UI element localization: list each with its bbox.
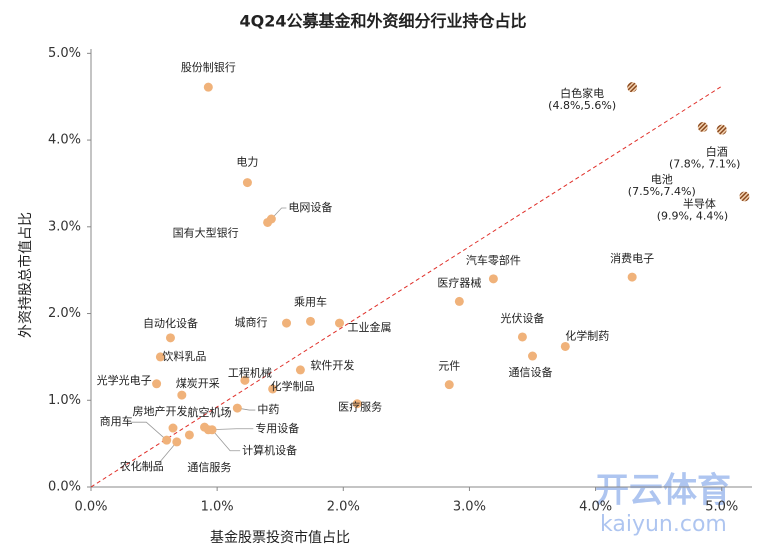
outlier-point xyxy=(627,82,638,93)
point xyxy=(444,380,454,390)
outlier-label: 白酒 xyxy=(706,145,728,159)
point xyxy=(162,435,172,445)
point xyxy=(528,351,538,361)
point xyxy=(152,379,162,389)
outlier-point xyxy=(716,124,727,135)
point-label: 城商行 xyxy=(235,315,268,329)
leader-line xyxy=(211,429,241,452)
point xyxy=(242,178,252,188)
point xyxy=(282,318,292,328)
point-label: 乘用车 xyxy=(294,294,327,308)
y-tick-label: 4.0% xyxy=(48,133,81,148)
point-label: 中药 xyxy=(257,403,279,416)
point xyxy=(184,430,194,440)
point-label: 电力 xyxy=(236,156,258,169)
point-label: 通信设备 xyxy=(509,365,553,379)
leader-line xyxy=(130,421,167,441)
point-label: 股份制银行 xyxy=(181,60,236,74)
point-label: 医疗服务 xyxy=(338,400,382,414)
point xyxy=(627,272,637,282)
point-label: 工业金属 xyxy=(348,320,392,334)
x-tick-label: 5.0% xyxy=(705,500,738,515)
y-tick-label: 0.0% xyxy=(48,480,81,495)
leader-line xyxy=(208,428,254,431)
point xyxy=(232,403,242,413)
x-tick-label: 0.0% xyxy=(74,500,107,515)
point-label: 光学光电子 xyxy=(97,373,152,387)
point-label: 化学制药 xyxy=(565,328,609,342)
point-label: 工程机械 xyxy=(228,365,272,379)
point-label: 电网设备 xyxy=(288,200,332,214)
point xyxy=(177,390,187,400)
x-tick-label: 1.0% xyxy=(201,500,234,515)
chart-title: 4Q24公募基金和外资细分行业持仓占比 xyxy=(239,12,526,31)
outlier-label: 电池 xyxy=(651,173,673,186)
outlier-point xyxy=(697,122,708,133)
point-label: 汽车零部件 xyxy=(466,253,521,267)
point xyxy=(207,425,217,435)
point-label: 元件 xyxy=(438,360,460,373)
point-label: 光伏设备 xyxy=(500,311,544,325)
y-tick-label: 5.0% xyxy=(48,46,81,61)
point-label: 消费电子 xyxy=(610,251,654,265)
point-label: 计算机设备 xyxy=(242,443,297,457)
point xyxy=(268,384,278,394)
point xyxy=(488,274,498,284)
point-label: 软件开发 xyxy=(310,358,354,372)
watermark: kaiyun.com xyxy=(600,512,727,537)
point-label: 通信服务 xyxy=(187,461,231,474)
y-tick-label: 1.0% xyxy=(48,393,81,408)
reference-line xyxy=(90,85,722,488)
outlier-annotation: (7.5%,7.4%) xyxy=(628,185,696,198)
point-label: 化学制品 xyxy=(271,379,315,393)
outlier-annotation: (4.8%,5.6%) xyxy=(548,99,616,112)
x-tick-label: 2.0% xyxy=(327,500,360,515)
outlier-label: 半导体 xyxy=(683,196,716,210)
point xyxy=(165,333,175,343)
point xyxy=(203,82,213,92)
point xyxy=(295,365,305,375)
point xyxy=(172,437,182,447)
point-label: 饮料乳品 xyxy=(162,349,206,363)
outlier-label: 白色家电 xyxy=(560,86,604,100)
point-label: 专用设备 xyxy=(255,421,299,435)
point xyxy=(263,217,273,227)
point-label: 自动化设备 xyxy=(143,316,198,330)
point xyxy=(335,318,345,328)
point xyxy=(560,341,570,351)
point xyxy=(155,352,165,362)
point xyxy=(168,423,178,433)
leader-line xyxy=(139,441,178,468)
point-label: 房地产开发 xyxy=(132,404,187,418)
point xyxy=(352,399,362,409)
leader-line xyxy=(271,207,287,220)
point-label: 煤炭开采 xyxy=(176,377,220,390)
point xyxy=(517,332,527,342)
point xyxy=(454,296,464,306)
point xyxy=(240,375,250,385)
point-label: 航空机场 xyxy=(188,405,232,419)
watermark: 开云体育 xyxy=(595,471,731,511)
x-tick-label: 3.0% xyxy=(453,500,486,515)
point-label: 农化制品 xyxy=(120,459,164,473)
outlier-point xyxy=(739,191,750,202)
x-tick-label: 4.0% xyxy=(579,500,612,515)
point-label: 医疗器械 xyxy=(437,275,481,289)
y-tick-label: 2.0% xyxy=(48,306,81,321)
point-label: 国有大型银行 xyxy=(173,225,239,239)
point xyxy=(305,316,315,326)
y-axis-label: 外资持股总市值占比 xyxy=(17,212,34,338)
x-axis-label: 基金股票投资市值占比 xyxy=(210,529,350,546)
outlier-annotation: (7.8%, 7.1%) xyxy=(669,158,740,171)
point-label: 商用车 xyxy=(100,414,133,428)
outlier-annotation: (9.9%, 4.4%) xyxy=(657,209,728,222)
y-tick-label: 3.0% xyxy=(48,219,81,234)
